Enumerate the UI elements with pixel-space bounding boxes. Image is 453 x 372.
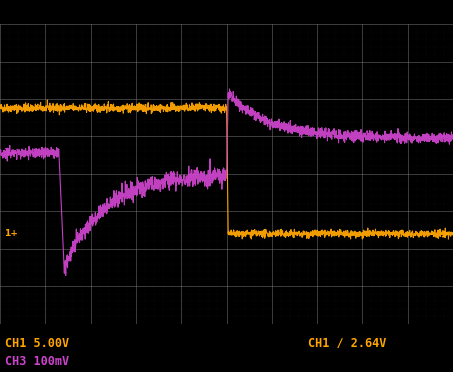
- Text: 3+: 3+: [4, 148, 18, 157]
- Text: ↓: ↓: [53, 10, 65, 24]
- Text: 1+: 1+: [4, 229, 18, 238]
- Text: CH3 100mV: CH3 100mV: [5, 355, 69, 368]
- Text: CH1 5.00V: CH1 5.00V: [5, 337, 69, 350]
- Text: CH1 ∕ 2.64V: CH1 ∕ 2.64V: [308, 337, 386, 350]
